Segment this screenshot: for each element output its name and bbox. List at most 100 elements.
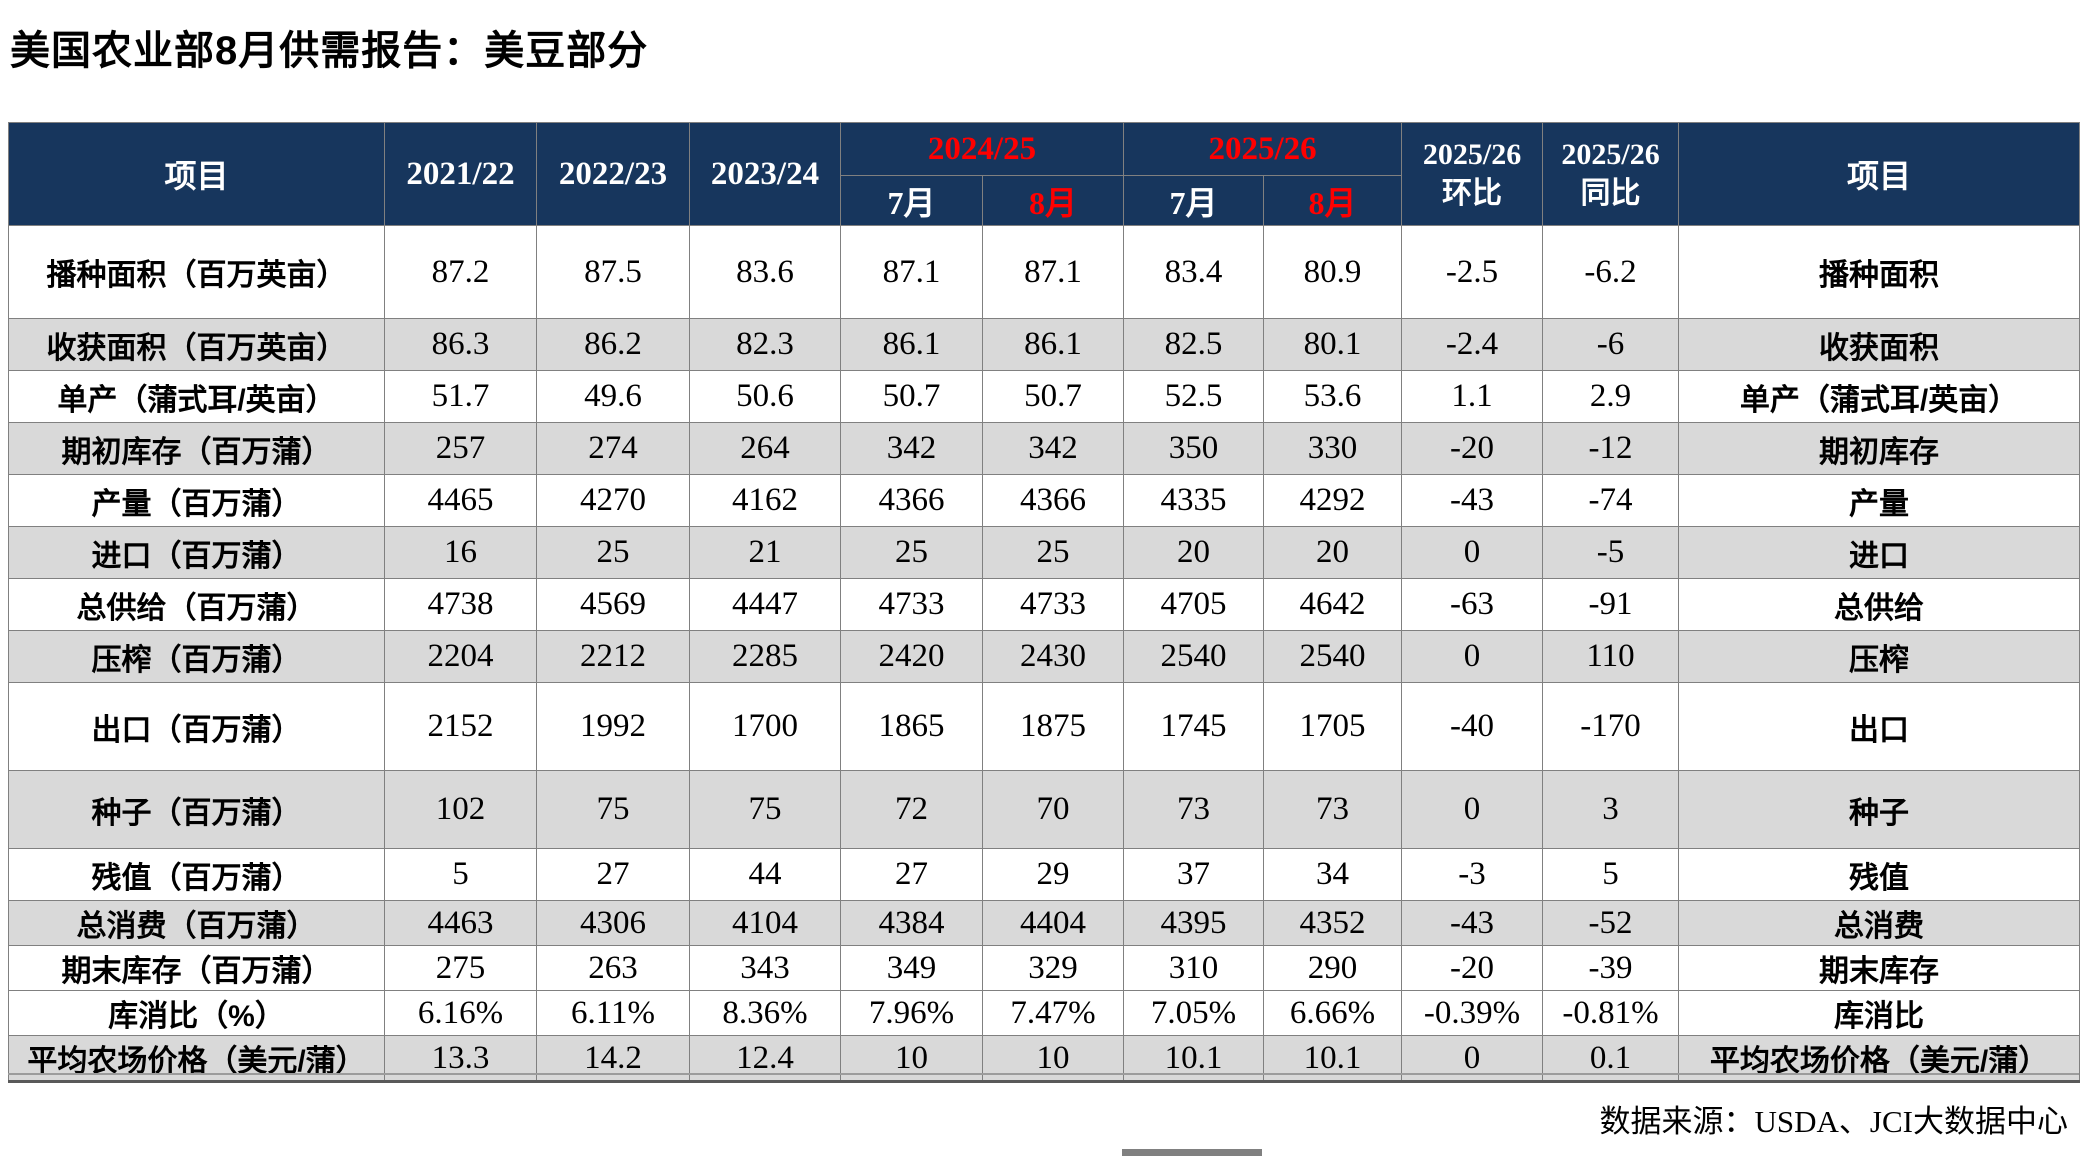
cell-value: 6.11% <box>536 990 690 1036</box>
cell-value: -40 <box>1401 682 1544 771</box>
table-row: 出口（百万蒲） 2152 1992 1700 1865 1875 1745 1705 -40 -1… <box>8 682 2081 771</box>
cell-value: 29 <box>981 848 1125 901</box>
cell-value: 2540 <box>1263 630 1403 683</box>
table-row: 产量（百万蒲） 4465 4270 4162 4366 4366 4335 4292 -43 -7… <box>8 474 2081 527</box>
cell-value: 342 <box>981 422 1125 475</box>
cell-value: 4569 <box>536 578 690 631</box>
cell-value: 110 <box>1542 630 1680 683</box>
header-mom: 2025/26 环比 <box>1401 122 1544 226</box>
cell-value: 3 <box>1542 770 1680 849</box>
cell-value: 82.5 <box>1123 318 1265 371</box>
cell-value: -20 <box>1401 945 1544 991</box>
cell-value: 52.5 <box>1123 370 1265 423</box>
cell-value: 7.96% <box>840 990 983 1036</box>
cell-value: 80.9 <box>1263 225 1403 319</box>
cell-value: 1875 <box>981 682 1125 771</box>
cell-value: 8.36% <box>689 990 841 1036</box>
cell-value: 44 <box>689 848 841 901</box>
table-row: 单产（蒲式耳/英亩） 51.7 49.6 50.6 50.7 50.7 52.5 53.6 1.… <box>8 370 2081 423</box>
header-yoy-label: 同比 <box>1580 177 1641 210</box>
cell-value: 86.2 <box>536 318 690 371</box>
row-label-right: 收获面积 <box>1678 318 2081 371</box>
cell-value: 102 <box>384 770 537 849</box>
row-label-left: 期末库存（百万蒲） <box>8 945 385 991</box>
cell-value: 274 <box>536 422 690 475</box>
row-label-left: 总供给（百万蒲） <box>8 578 385 631</box>
header-item-left: 项目 <box>8 122 385 226</box>
header-month-aug-2025-26: 8月 <box>1263 175 1403 226</box>
supply-demand-table: 项目 2021/22 2022/23 2023/24 2024/25 2025/… <box>8 122 2081 1083</box>
cell-value: 72 <box>840 770 983 849</box>
cell-value: 4292 <box>1263 474 1403 527</box>
cell-value: 5 <box>1542 848 1680 901</box>
row-label-right: 残值 <box>1678 848 2081 901</box>
cell-value: 0 <box>1401 526 1544 579</box>
cell-value: 1745 <box>1123 682 1265 771</box>
cell-value: 6.66% <box>1263 990 1403 1036</box>
cell-value: 257 <box>384 422 537 475</box>
cell-value: 342 <box>840 422 983 475</box>
cell-value: 4335 <box>1123 474 1265 527</box>
header-group-2024-25: 2024/25 <box>839 122 1125 176</box>
cell-value: 2152 <box>384 682 537 771</box>
cell-value: -91 <box>1542 578 1680 631</box>
cell-value: 37 <box>1123 848 1265 901</box>
cell-value: 5 <box>384 848 537 901</box>
cell-value: 4738 <box>384 578 537 631</box>
header-year-2023-24: 2023/24 <box>689 122 841 226</box>
cell-value: 4270 <box>536 474 690 527</box>
row-label-left: 出口（百万蒲） <box>8 682 385 771</box>
table-row: 残值（百万蒲） 5 27 44 27 29 37 34 -3 5 残值 <box>8 848 2081 901</box>
table-bottom-divider <box>8 1073 2079 1075</box>
row-label-left: 库消比（%） <box>8 990 385 1036</box>
header-month-jul-2025-26: 7月 <box>1123 175 1265 226</box>
cell-value: -63 <box>1401 578 1544 631</box>
cell-value: 70 <box>981 770 1125 849</box>
cell-value: -170 <box>1542 682 1680 771</box>
cell-value: 264 <box>689 422 841 475</box>
page-title: 美国农业部8月供需报告：美豆部分 <box>10 29 649 73</box>
cell-value: -2.5 <box>1401 225 1544 319</box>
table-row: 期初库存（百万蒲） 257 274 264 342 342 350 330 -20 -12 期初库存 <box>8 422 2081 475</box>
row-label-left: 期初库存（百万蒲） <box>8 422 385 475</box>
row-label-left: 产量（百万蒲） <box>8 474 385 527</box>
cell-value: 50.6 <box>689 370 841 423</box>
cell-value: 73 <box>1263 770 1403 849</box>
row-label-left: 压榨（百万蒲） <box>8 630 385 683</box>
cell-value: 2204 <box>384 630 537 683</box>
cell-value: 4384 <box>840 900 983 946</box>
cell-value: -52 <box>1542 900 1680 946</box>
cell-value: 4162 <box>689 474 841 527</box>
cell-value: 2430 <box>981 630 1125 683</box>
row-label-right: 总消费 <box>1678 900 2081 946</box>
data-source-note: 数据来源：USDA、JCI大数据中心 <box>1599 1104 2068 1139</box>
table-row: 总消费（百万蒲） 4463 4306 4104 4384 4404 4395 4352 -43-… <box>8 900 2081 946</box>
table-row: 压榨（百万蒲） 2204 2212 2285 2420 2430 2540 2540 0 110 压… <box>8 630 2081 683</box>
cell-value: 2212 <box>536 630 690 683</box>
cell-value: 310 <box>1123 945 1265 991</box>
cell-value: -6.2 <box>1542 225 1680 319</box>
cell-value: -5 <box>1542 526 1680 579</box>
header-year-2022-23: 2022/23 <box>536 122 690 226</box>
cell-value: 4465 <box>384 474 537 527</box>
cell-value: 20 <box>1123 526 1265 579</box>
row-label-right: 期初库存 <box>1678 422 2081 475</box>
cell-value: 4447 <box>689 578 841 631</box>
table-row: 进口（百万蒲） 16 25 21 25 25 20 20 0 -5 进口 <box>8 526 2081 579</box>
header-yoy: 2025/26 同比 <box>1542 122 1680 226</box>
cell-value: 0 <box>1401 770 1544 849</box>
row-label-left: 残值（百万蒲） <box>8 848 385 901</box>
cell-value: 25 <box>536 526 690 579</box>
row-label-right: 种子 <box>1678 770 2081 849</box>
cell-value: 7.05% <box>1123 990 1265 1036</box>
row-label-left: 播种面积（百万英亩） <box>8 225 385 319</box>
cell-value: 4463 <box>384 900 537 946</box>
cell-value: -6 <box>1542 318 1680 371</box>
cell-value: 87.1 <box>981 225 1125 319</box>
cell-value: 12.4 <box>689 1035 841 1083</box>
cell-value: 87.5 <box>536 225 690 319</box>
header-month-aug-2024-25: 8月 <box>981 175 1125 226</box>
cell-value: 27 <box>536 848 690 901</box>
cell-value: 2285 <box>689 630 841 683</box>
